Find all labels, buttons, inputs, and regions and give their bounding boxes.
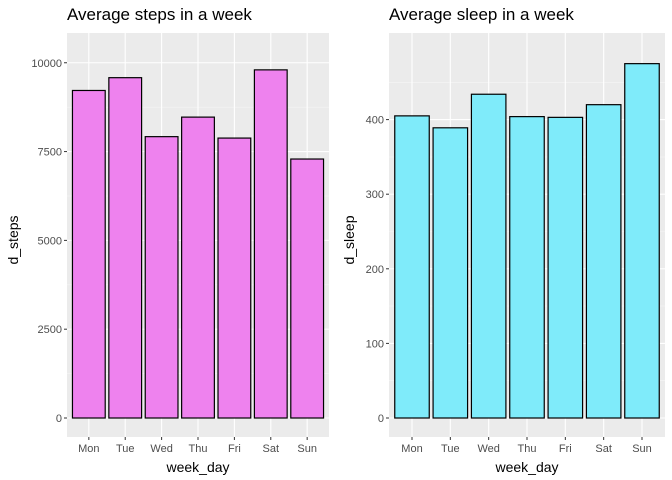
steps-bar-wed <box>144 136 179 419</box>
steps-x-tick-label: Fri <box>228 443 241 455</box>
steps-y-tick-label: 2500 <box>38 324 62 336</box>
sleep-bar-wed <box>470 93 507 419</box>
steps-chart-title: Average steps in a week <box>67 5 252 24</box>
steps-y-tick-label: 5000 <box>38 235 62 247</box>
steps-x-tick-label: Wed <box>150 443 172 455</box>
sleep-y-tick-label: 300 <box>366 189 384 201</box>
sleep-bar-thu <box>509 116 545 419</box>
steps-bar-thu <box>181 116 215 419</box>
steps-y-tick-label: 0 <box>56 413 62 425</box>
steps-bar-sat <box>253 69 288 419</box>
sleep-y-tick-label: 200 <box>366 264 384 276</box>
sleep-y-axis: 0 100 200 300 400 <box>366 115 389 425</box>
sleep-x-axis: Mon Tue Wed Thu Fri Sat Sun <box>401 437 652 455</box>
steps-y-tick-label: 7500 <box>38 147 62 159</box>
sleep-y-axis-title: d_sleep <box>341 215 357 264</box>
steps-bar-sun <box>290 158 325 419</box>
sleep-x-tick-label: Wed <box>477 443 499 455</box>
sleep-x-tick-label: Mon <box>401 443 422 455</box>
steps-x-tick-label: Thu <box>189 443 208 455</box>
steps-bar-fri <box>217 137 252 419</box>
sleep-chart: Average sleep in a week 0 100 200 300 400 Mo… <box>341 5 665 475</box>
sleep-bar-sat <box>585 104 622 419</box>
sleep-x-tick-label: Sat <box>595 443 612 455</box>
steps-bar-tue <box>108 77 143 419</box>
steps-x-tick-label: Sun <box>297 443 317 455</box>
sleep-x-tick-label: Thu <box>518 443 537 455</box>
steps-chart: Average steps in a week 0 2500 5000 7500 100… <box>5 5 329 475</box>
sleep-y-tick-label: 400 <box>366 115 384 127</box>
sleep-bar-tue <box>432 127 469 419</box>
steps-x-axis: Mon Tue Wed Thu Fri Sat Sun <box>78 437 317 455</box>
sleep-bars <box>394 63 660 419</box>
sleep-chart-title: Average sleep in a week <box>389 5 574 24</box>
steps-y-axis: 0 2500 5000 7500 10000 <box>31 58 67 425</box>
steps-bar-mon <box>71 89 106 419</box>
steps-x-axis-title: week_day <box>165 459 229 475</box>
sleep-x-tick-label: Sun <box>632 443 652 455</box>
steps-x-tick-label: Mon <box>78 443 99 455</box>
sleep-x-tick-label: Fri <box>559 443 572 455</box>
sleep-bar-mon <box>394 115 430 419</box>
sleep-x-axis-title: week_day <box>494 459 558 475</box>
steps-x-tick-label: Sat <box>263 443 280 455</box>
steps-bars <box>71 69 325 419</box>
sleep-bar-sun <box>624 63 660 419</box>
sleep-x-tick-label: Tue <box>441 443 460 455</box>
steps-x-tick-label: Tue <box>116 443 135 455</box>
steps-y-axis-title: d_steps <box>5 215 21 264</box>
sleep-y-tick-label: 100 <box>366 338 384 350</box>
sleep-y-tick-label: 0 <box>378 413 384 425</box>
sleep-bar-fri <box>547 116 584 419</box>
steps-y-tick-label: 10000 <box>31 58 62 70</box>
